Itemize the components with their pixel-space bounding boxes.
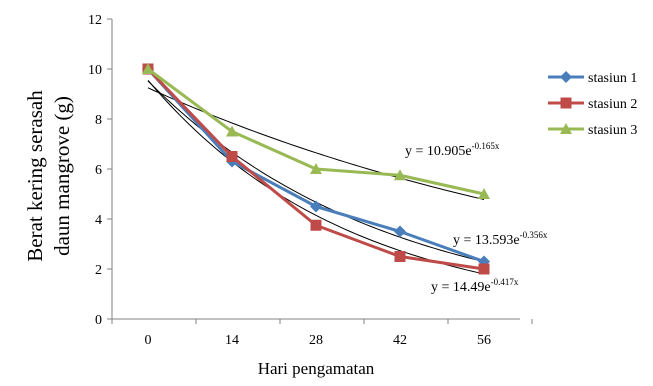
series-marker-2 bbox=[478, 263, 490, 275]
x-tick-label: 28 bbox=[309, 333, 323, 348]
x-tick-label: 14 bbox=[225, 333, 239, 348]
y-tick-label: 8 bbox=[95, 113, 102, 128]
y-tick-label: 0 bbox=[95, 313, 102, 328]
series-marker-3 bbox=[142, 63, 154, 74]
axes bbox=[107, 18, 533, 324]
legend-label-1: stasiun 1 bbox=[588, 71, 637, 86]
series-line-3 bbox=[147, 67, 485, 196]
series-marker-2 bbox=[226, 151, 238, 162]
series-marker-1 bbox=[310, 200, 322, 213]
legend-marker-3 bbox=[560, 123, 572, 134]
trendline-equation: y = 14.49e-0.417x bbox=[431, 277, 519, 295]
y-tick-label: 12 bbox=[88, 13, 102, 28]
series-marker-3 bbox=[478, 188, 490, 199]
legend: stasiun 1 stasiun 2 stasiun 3 bbox=[548, 71, 637, 138]
x-tick-label: 0 bbox=[145, 333, 152, 348]
trendline-equation: y = 13.593e-0.356x bbox=[453, 230, 548, 248]
series-marker-2 bbox=[310, 219, 322, 231]
y-tick-label: 2 bbox=[95, 263, 102, 278]
legend-label-2: stasiun 2 bbox=[588, 97, 637, 112]
y-axis-title-line2: daun mangrove (g) bbox=[50, 96, 74, 256]
x-tick-label: 56 bbox=[477, 333, 491, 348]
y-tick-label: 6 bbox=[95, 163, 102, 178]
series bbox=[142, 63, 490, 275]
labels: 0 2 4 6 8 10 12 0 14 28 42 56 Hari pengamatan Berat k… bbox=[23, 13, 548, 378]
y-tick-label: 4 bbox=[95, 213, 102, 228]
y-tick-label: 10 bbox=[88, 63, 102, 78]
legend-marker-2 bbox=[560, 97, 572, 109]
series-marker-3 bbox=[394, 169, 406, 181]
series-marker-2 bbox=[394, 251, 406, 262]
y-axis-title-line1: Berat kering serasah bbox=[23, 90, 47, 262]
legend-marker-1 bbox=[560, 71, 572, 83]
series-marker-3 bbox=[226, 125, 238, 137]
x-tick-label: 42 bbox=[393, 333, 407, 348]
x-axis-title: Hari pengamatan bbox=[258, 359, 375, 378]
legend-label-3: stasiun 3 bbox=[588, 123, 637, 138]
series-marker-3 bbox=[310, 163, 322, 174]
trendline-equation: y = 10.905e-0.165x bbox=[405, 141, 500, 159]
series-marker-1 bbox=[394, 225, 406, 238]
